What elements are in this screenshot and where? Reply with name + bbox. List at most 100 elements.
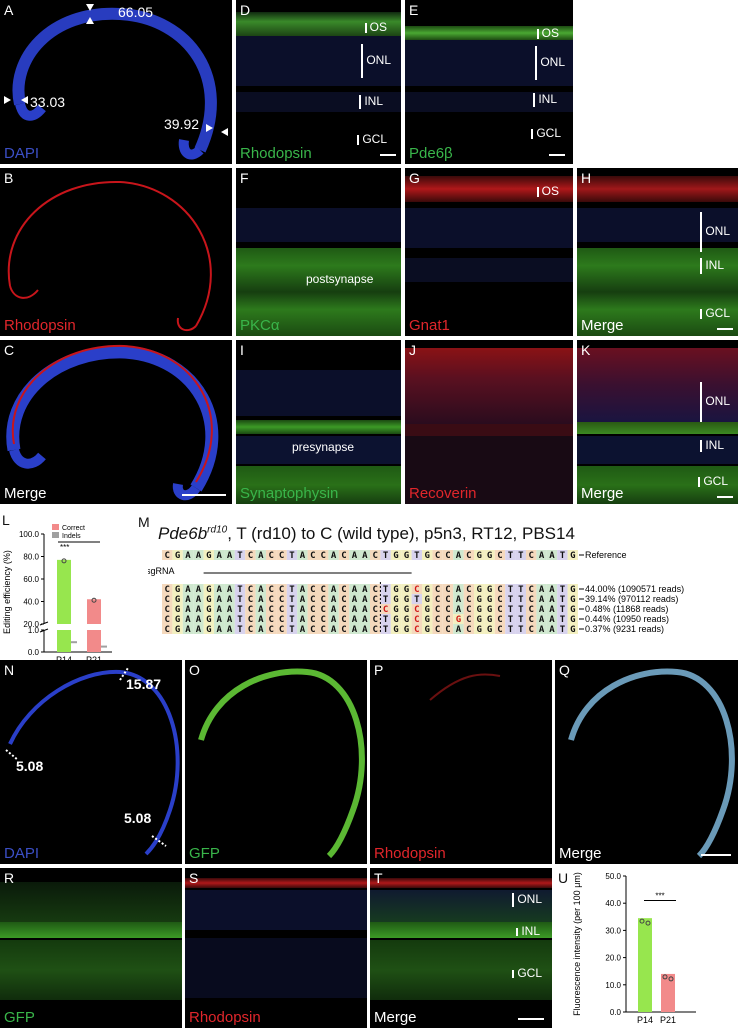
base-letter: G <box>175 615 180 625</box>
read-label: 0.44% (10950 reads) <box>585 614 669 624</box>
base-letter: T <box>237 605 243 615</box>
base-cell <box>172 614 183 624</box>
base-cell <box>463 584 474 594</box>
base-cell <box>286 584 298 594</box>
legend-label: Correct <box>62 525 85 532</box>
thickness-value: 15.87 <box>126 676 162 692</box>
panel-caption: Merge <box>581 317 624 334</box>
presynapse-label: presynapse <box>292 440 355 454</box>
layer-label: INL <box>359 94 383 109</box>
base-cell <box>193 550 204 560</box>
base-letter: A <box>300 615 306 625</box>
base-cell <box>172 550 183 560</box>
base-letter: T <box>508 585 514 595</box>
y-axis-label: Editing efficiency (%) <box>2 550 12 634</box>
base-cell <box>245 614 256 624</box>
x-tick-label: P14 <box>637 1015 653 1025</box>
base-letter: A <box>362 551 368 561</box>
base-letter: C <box>164 625 169 635</box>
base-cell <box>214 594 225 604</box>
base-letter: G <box>487 615 492 625</box>
base-cell <box>422 584 433 594</box>
base-letter: G <box>206 605 211 615</box>
panel-p: P Rhodopsin <box>370 660 552 864</box>
significance-label: *** <box>60 543 69 552</box>
base-cell <box>286 624 298 634</box>
panel-letter: T <box>374 870 383 886</box>
base-cell <box>390 584 402 594</box>
base-letter: G <box>175 605 180 615</box>
base-letter: T <box>560 585 566 595</box>
y-tick-label: 30.0 <box>605 926 621 935</box>
editing-efficiency-chart: 0.0 1.020.0 40.0 60.0 80.0 100.0 Editing effic… <box>2 524 112 662</box>
base-cell <box>349 614 360 624</box>
base-cell <box>567 614 578 624</box>
panel-caption: Rhodopsin <box>240 145 312 162</box>
base-letter: C <box>279 615 284 625</box>
base-letter: C <box>497 595 502 605</box>
base-letter: G <box>404 595 409 605</box>
base-letter: A <box>300 625 306 635</box>
base-cell <box>214 550 225 560</box>
base-letter: A <box>185 605 191 615</box>
base-letter: C <box>528 585 533 595</box>
base-cell <box>203 594 214 604</box>
base-letter: A <box>539 625 545 635</box>
base-cell <box>505 594 516 604</box>
thickness-value: 5.08 <box>124 810 152 826</box>
base-cell <box>266 614 277 624</box>
base-cell <box>182 624 194 634</box>
base-cell <box>567 584 578 594</box>
base-cell <box>359 624 370 634</box>
base-cell <box>276 594 287 604</box>
base-letter: T <box>237 585 243 595</box>
legend-swatch <box>52 524 59 530</box>
base-cell <box>453 594 464 604</box>
panel-letter: E <box>409 2 419 18</box>
base-cell <box>526 550 537 560</box>
base-cell <box>546 614 558 624</box>
base-cell <box>557 584 568 594</box>
base-letter: A <box>196 605 202 615</box>
x-tick-label: P14 <box>56 655 72 662</box>
base-cell <box>557 594 568 604</box>
base-cell <box>546 584 558 594</box>
base-letter: G <box>206 625 211 635</box>
base-cell <box>422 624 433 634</box>
base-letter: C <box>435 615 440 625</box>
base-letter: C <box>248 595 253 605</box>
layer-label: OS <box>536 184 559 198</box>
base-letter: G <box>570 625 575 635</box>
layer-label: GCL <box>700 306 730 320</box>
base-letter: T <box>237 625 243 635</box>
base-cell <box>463 624 474 634</box>
bar-indels <box>101 645 107 648</box>
legend-swatch <box>52 532 59 538</box>
base-letter: C <box>435 551 440 561</box>
base-cell <box>380 604 391 614</box>
base-letter: A <box>216 625 222 635</box>
base-letter: G <box>570 595 575 605</box>
base-cell <box>463 550 474 560</box>
base-letter: C <box>466 615 471 625</box>
base-cell <box>338 584 350 594</box>
panel-s: S Rhodopsin <box>185 868 367 1028</box>
base-letter: C <box>372 605 377 615</box>
base-letter: T <box>237 595 243 605</box>
layer-label: GCL <box>357 132 387 146</box>
base-letter: C <box>248 605 253 615</box>
base-letter: T <box>289 551 295 561</box>
base-cell <box>172 604 183 614</box>
base-letter: A <box>549 585 555 595</box>
layer-label: GCL <box>512 966 542 980</box>
base-cell <box>297 614 308 624</box>
base-cell <box>276 614 287 624</box>
base-cell <box>359 550 370 560</box>
base-cell <box>494 550 506 560</box>
base-letter: A <box>539 551 545 561</box>
base-letter: A <box>196 615 202 625</box>
base-letter: C <box>497 605 502 615</box>
data-point <box>61 558 67 564</box>
base-letter: G <box>424 625 429 635</box>
panel-q: Q Merge <box>555 660 738 864</box>
